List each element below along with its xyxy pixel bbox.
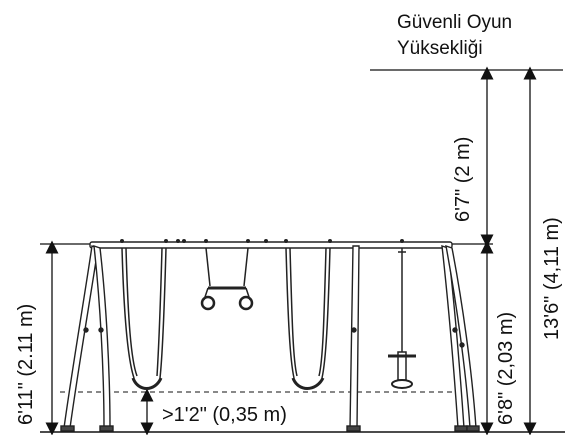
frame-height-left-label: 6'11" (2.11 m) — [15, 304, 37, 425]
belt-swing-left — [121, 247, 167, 390]
glider-swing — [388, 248, 416, 389]
left-foot-rear — [99, 425, 114, 432]
belt-swing-right — [285, 247, 331, 390]
trapeze-rings — [200, 247, 254, 311]
trapeze-ring-right — [238, 295, 254, 311]
safe-zone-label-line1: Güvenli Oyun — [397, 12, 512, 33]
frame-height-right-label: 6'8" (2,03 m) — [495, 312, 517, 425]
middle-foot — [346, 425, 361, 432]
seat-clearance-label: >1'2" (0,35 m) — [162, 404, 287, 426]
safe-zone-height-label: 6'7" (2 m) — [452, 137, 474, 222]
safe-zone-label-line2: Yüksekliği — [397, 38, 483, 59]
middle-leg — [349, 245, 360, 429]
right-foot-front — [466, 425, 480, 432]
total-height-label: 13'6" (4,11 m) — [541, 217, 563, 340]
left-rear-leg — [93, 244, 111, 429]
right-foot-rear — [454, 425, 468, 432]
top-beam — [89, 241, 453, 249]
trapeze-ring-left — [200, 295, 216, 311]
left-front-leg — [63, 245, 99, 429]
beam-hooks — [120, 239, 404, 243]
swing-frame — [60, 241, 480, 432]
left-foot-front — [60, 425, 75, 432]
